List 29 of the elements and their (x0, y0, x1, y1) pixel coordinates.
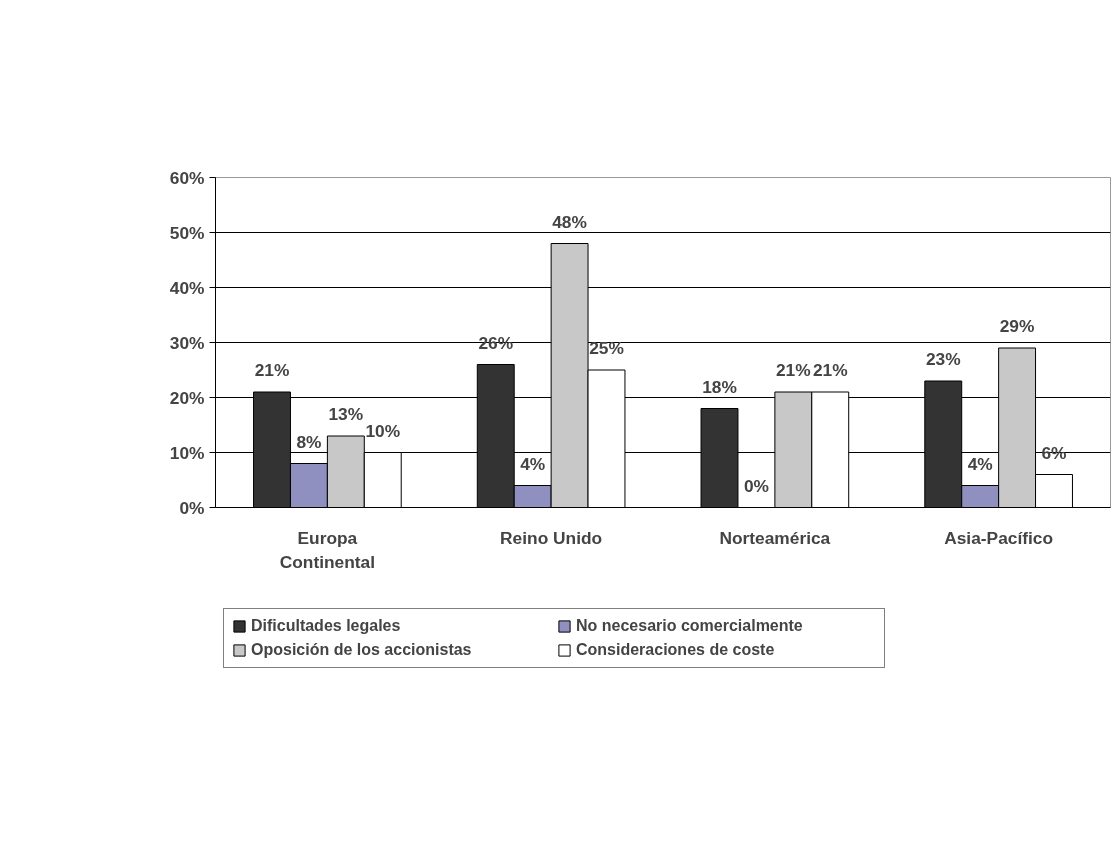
data-label: 29% (999, 316, 1035, 336)
data-label: 8% (296, 431, 322, 452)
data-label: 48% (552, 211, 587, 232)
data-label: 21% (812, 360, 848, 380)
data-label: 4% (520, 453, 546, 474)
data-label: 13% (328, 404, 364, 424)
data-label: 10% (365, 420, 401, 441)
data-label: 0% (743, 475, 769, 496)
data-label: 21% (254, 360, 290, 380)
x-tick-label: Reino Unido (500, 527, 603, 548)
legend-label: Dificultades legales (251, 617, 402, 635)
data-label: 25% (589, 338, 624, 358)
y-tick-label: 50% (169, 222, 205, 243)
x-tick-label: Norteamérica (719, 527, 831, 548)
legend-label: Consideraciones de coste (576, 641, 776, 659)
x-tick-label: Asia-Pacífico (944, 527, 1054, 548)
y-tick-label: 0% (179, 497, 205, 518)
x-tick-label: Europa Continental (279, 527, 376, 572)
y-tick-label: 10% (169, 442, 205, 463)
legend-label: No necesario comercialmente (576, 617, 804, 635)
y-tick-label: 40% (169, 277, 205, 298)
data-label: 18% (702, 376, 737, 397)
y-tick-label: 20% (169, 387, 205, 408)
data-label: 21% (775, 360, 811, 380)
legend-label: Oposición de los accionistas (251, 641, 473, 659)
y-tick-label: 30% (169, 332, 205, 353)
y-tick-label: 60% (169, 167, 205, 188)
data-label: 4% (967, 453, 993, 474)
data-label: 23% (925, 349, 961, 369)
